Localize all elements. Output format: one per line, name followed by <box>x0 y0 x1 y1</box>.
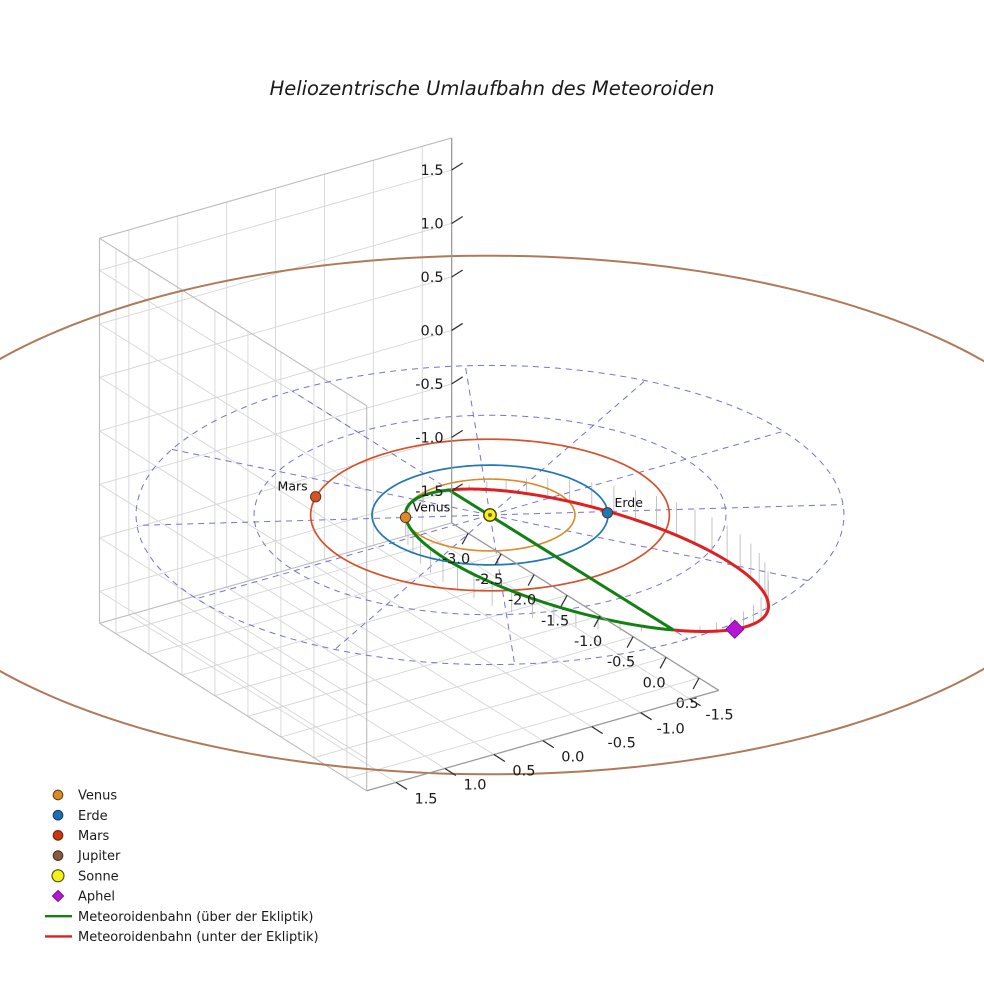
orbit-jupiter <box>0 254 984 776</box>
y-tick-label-0: -1.5 <box>705 708 733 724</box>
z-tick-5 <box>451 429 463 438</box>
legend-marker-icon <box>52 789 64 801</box>
body-markers: Venus Erde Mars <box>278 479 745 639</box>
planet-marker-erde <box>601 507 614 519</box>
y-tick-label-1: -1.0 <box>656 722 684 738</box>
x-tick-label-3: -1.5 <box>541 613 569 629</box>
y-tick-5 <box>444 767 457 776</box>
body-label-mars: Mars <box>278 479 308 494</box>
z-tick-2 <box>451 269 463 278</box>
legend-item-aphel: Aphel <box>51 889 115 905</box>
x-tick-label-1: -2.5 <box>475 572 503 588</box>
x-tick-1 <box>494 553 502 566</box>
legend-label: Sonne <box>78 869 119 884</box>
sun-core <box>488 513 492 517</box>
z-tick-3 <box>451 322 463 331</box>
legend-label: Mars <box>78 829 110 844</box>
legend-item-sonne: Sonne <box>51 869 119 884</box>
legend-label: Meteoroidenbahn (unter der Ekliptik) <box>78 930 319 945</box>
legend-diamond-icon <box>51 889 65 903</box>
body-label-erde: Erde <box>614 495 643 510</box>
orbit-venus <box>404 478 576 552</box>
z-tick-label-1: 1.0 <box>421 217 444 233</box>
legend-item-meteoroidenbahn: Meteoroidenbahn (über der Ekliptik) <box>45 910 314 925</box>
aphelion-marker <box>725 619 745 639</box>
x-tick-7 <box>692 677 700 690</box>
x-tick-label-7: 0.5 <box>676 696 699 712</box>
x-tick-label-2: -2.0 <box>508 593 536 609</box>
x-tick-4 <box>593 615 601 628</box>
x-tick-3 <box>560 595 568 607</box>
y-tick-label-2: -0.5 <box>608 736 636 752</box>
y-tick-3 <box>542 740 555 749</box>
x-tick-label-0: -3.0 <box>442 551 470 567</box>
y-tick-4 <box>493 754 506 763</box>
meteoroid-orbit <box>403 487 771 633</box>
orbit-mars <box>309 438 671 592</box>
axes-ticks: 1.5 1.0 0.5 0.0 -0.5 -1.0 -1.5 -3.0 -2.5 -2.0 -1.5… <box>366 137 734 807</box>
z-tick-label-5: -1.0 <box>415 430 443 446</box>
planet-marker-mars <box>309 491 322 503</box>
legend-item-meteoroidenbahn: Meteoroidenbahn (unter der Ekliptik) <box>45 930 319 945</box>
z-tick-1 <box>451 215 463 224</box>
planet-marker-venus <box>399 511 412 524</box>
x-tick-6 <box>659 657 667 669</box>
z-tick-6 <box>451 483 463 492</box>
legend-item-mars: Mars <box>52 829 110 844</box>
z-tick-label-2: 0.5 <box>421 270 444 286</box>
y-tick-0 <box>689 698 701 707</box>
z-tick-label-0: 1.5 <box>421 163 444 179</box>
legend-marker-icon <box>52 850 64 861</box>
y-tick-2 <box>591 726 604 735</box>
legend-label: Aphel <box>78 890 115 905</box>
x-tick-2 <box>527 574 535 586</box>
orbit-droplines <box>405 478 769 632</box>
z-tick-4 <box>451 376 463 385</box>
legend-marker-icon <box>51 869 65 883</box>
y-tick-label-6: 1.5 <box>414 791 437 807</box>
legend-item-venus: Venus <box>52 789 117 804</box>
y-tick-1 <box>640 712 652 721</box>
axes-panes <box>98 137 720 792</box>
x-tick-label-4: -1.0 <box>574 634 602 650</box>
z-tick-0 <box>451 162 463 171</box>
legend-marker-icon <box>52 830 64 841</box>
y-tick-6 <box>395 781 408 790</box>
z-tick-label-3: 0.0 <box>421 323 444 339</box>
legend-marker-icon <box>52 809 64 821</box>
x-tick-label-5: -0.5 <box>607 655 635 671</box>
x-tick-5 <box>626 636 634 648</box>
y-tick-label-5: 1.0 <box>463 778 486 794</box>
legend-label: Meteoroidenbahn (über der Ekliptik) <box>78 910 314 925</box>
z-tick-label-6: -1.5 <box>415 484 443 500</box>
z-tick-label-4: -0.5 <box>415 377 443 393</box>
page-title: Heliozentrische Umlaufbahn des Meteoroid… <box>270 77 715 100</box>
legend-label: Jupiter <box>77 849 121 864</box>
body-label-venus: Venus <box>413 499 451 514</box>
y-tick-label-4: 0.5 <box>512 764 535 780</box>
legend: Venus Erde Mars Jupiter Sonne Aphel Meteoroide… <box>45 789 319 945</box>
legend-label: Venus <box>78 789 117 804</box>
x-tick-0 <box>461 532 469 545</box>
x-tick-label-6: 0.0 <box>643 675 666 691</box>
y-tick-label-3: 0.0 <box>561 750 584 766</box>
legend-item-erde: Erde <box>52 809 108 824</box>
legend-label: Erde <box>78 809 108 824</box>
legend-item-jupiter: Jupiter <box>52 849 121 864</box>
